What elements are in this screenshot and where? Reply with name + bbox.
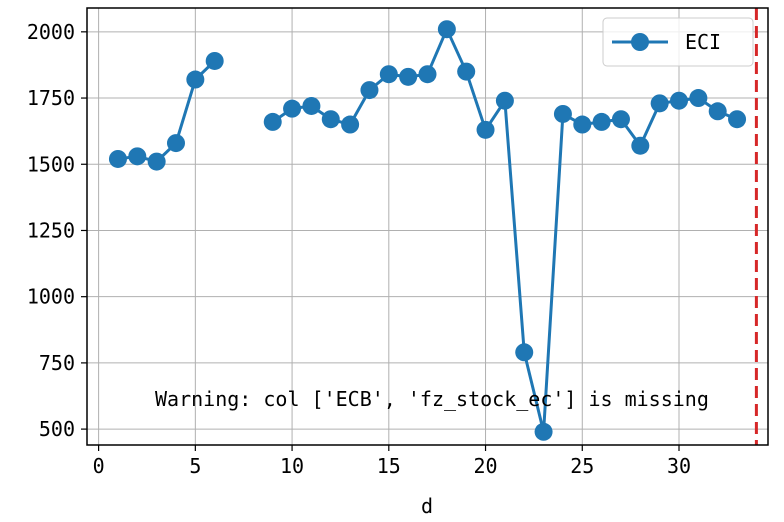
x-tick-label: 30 — [667, 454, 691, 478]
x-tick-label: 0 — [93, 454, 105, 478]
data-point — [283, 99, 302, 118]
data-point — [147, 152, 166, 171]
y-tick-label: 750 — [39, 351, 75, 375]
legend-marker — [631, 33, 649, 51]
data-point — [263, 112, 282, 131]
data-point — [708, 102, 727, 121]
data-point — [670, 91, 689, 110]
y-tick-label: 500 — [39, 417, 75, 441]
data-point — [611, 110, 630, 129]
data-point — [689, 89, 708, 108]
data-point — [476, 120, 495, 139]
data-point — [650, 94, 669, 113]
data-point — [166, 134, 185, 153]
data-point — [437, 20, 456, 39]
data-point — [728, 110, 747, 129]
data-point — [399, 67, 418, 86]
data-point — [379, 65, 398, 84]
x-tick-label: 10 — [280, 454, 304, 478]
data-point — [108, 149, 127, 168]
x-tick-label: 25 — [570, 454, 594, 478]
x-axis-label: d — [421, 494, 433, 518]
data-point — [360, 81, 379, 100]
y-tick-label: 1500 — [27, 152, 75, 176]
y-tick-label: 1000 — [27, 285, 75, 309]
legend-box — [602, 17, 754, 67]
y-tick-label: 1250 — [27, 218, 75, 242]
grid — [87, 8, 768, 445]
data-point — [495, 91, 514, 110]
data-point — [573, 115, 592, 134]
x-tick-label: 15 — [377, 454, 401, 478]
series-layer — [108, 20, 747, 441]
data-point — [205, 51, 224, 70]
data-point — [534, 422, 553, 441]
x-tick-label: 5 — [189, 454, 201, 478]
warning-annotation: Warning: col ['ECB', 'fz_stock_ec'] is m… — [155, 387, 709, 411]
data-point — [341, 115, 360, 134]
data-point — [631, 136, 650, 155]
data-point — [515, 343, 534, 362]
data-point — [302, 96, 321, 115]
ticks: 0 5 10 15 20 25 30 500 750 1000 1250 1500 1750 2000 — [27, 20, 691, 478]
plot-frame — [86, 7, 769, 446]
data-point — [553, 104, 572, 123]
y-tick-label: 2000 — [27, 20, 75, 44]
data-point — [457, 62, 476, 81]
legend: ECI — [602, 17, 754, 67]
y-tick-label: 1750 — [27, 86, 75, 110]
data-point — [321, 110, 340, 129]
legend-label-eci: ECI — [685, 30, 721, 54]
data-point — [128, 147, 147, 166]
data-point — [186, 70, 205, 89]
data-point — [592, 112, 611, 131]
x-tick-label: 20 — [473, 454, 497, 478]
data-point — [418, 65, 437, 84]
